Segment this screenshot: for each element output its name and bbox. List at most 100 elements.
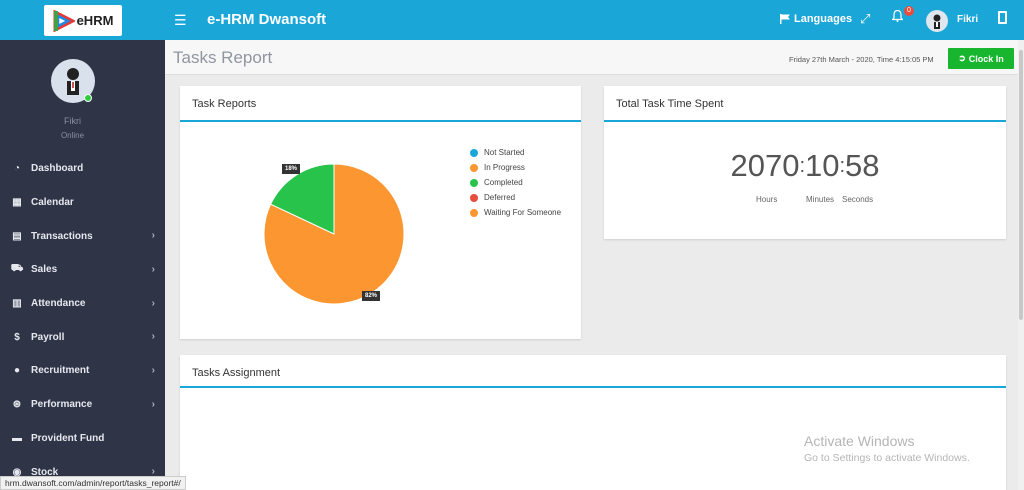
app-title: e-HRM Dwansoft bbox=[207, 11, 327, 28]
user-name[interactable]: Fikri bbox=[957, 14, 979, 25]
top-navbar bbox=[0, 0, 1024, 40]
sidebar-item-label: Recruitment bbox=[31, 365, 90, 377]
logo-text: eHRM bbox=[76, 13, 114, 28]
legend-item[interactable]: Waiting For Someone bbox=[470, 205, 561, 220]
legend-label: Not Started bbox=[484, 148, 525, 157]
sidebar-item-sales[interactable]: ⛟ Sales › bbox=[0, 253, 165, 287]
browser-status-url: hrm.dwansoft.com/admin/report/tasks_repo… bbox=[0, 476, 186, 490]
sidebar-toggle-icon[interactable] bbox=[998, 11, 1007, 24]
user-avatar[interactable] bbox=[926, 10, 948, 32]
sidebar-item-payroll[interactable]: $ Payroll › bbox=[0, 320, 165, 354]
logo-mark-icon bbox=[53, 9, 75, 32]
task-timer: 2070:10:58 bbox=[730, 148, 880, 183]
card-divider bbox=[604, 120, 1006, 122]
sidebar-item-dashboard[interactable]: ◔ Dashboard bbox=[0, 152, 165, 186]
cart-icon: ⛟ bbox=[10, 263, 24, 275]
legend-label: Completed bbox=[484, 178, 523, 187]
transactions-icon: ▤ bbox=[12, 230, 22, 242]
sidebar-item-performance[interactable]: ⊛ Performance › bbox=[0, 388, 165, 422]
sidebar-item-label: Provident Fund bbox=[31, 432, 105, 444]
card-divider bbox=[180, 120, 581, 122]
sidebar-item-label: Attendance bbox=[31, 298, 86, 310]
logo[interactable]: eHRM bbox=[44, 5, 122, 36]
page-header: Tasks Report Friday 27th March - 2020, T… bbox=[165, 40, 1024, 75]
pie-chart bbox=[263, 163, 405, 305]
activate-windows-hint: Go to Settings to activate Windows. bbox=[804, 452, 970, 464]
clock-in-label: Clock In bbox=[968, 53, 1004, 64]
timer-hours: 2070 bbox=[730, 148, 800, 183]
time-spent-card: Total Task Time Spent 2070:10:58 Hours M… bbox=[604, 86, 1006, 239]
sidebar: Fikri Online ◔ Dashboard ▦ Calendar ▤ Transac… bbox=[0, 40, 165, 490]
briefcase-icon: ▬ bbox=[12, 432, 22, 444]
sidebar-item-label: Performance bbox=[31, 399, 93, 411]
tasks-assignment-title: Tasks Assignment bbox=[192, 367, 281, 379]
sidebar-item-stock[interactable]: ◉ Stock › bbox=[0, 455, 165, 489]
chevron-right-icon: › bbox=[151, 230, 155, 242]
timer-minutes: 10 bbox=[805, 148, 840, 183]
languages-button[interactable]: Languages bbox=[780, 13, 852, 25]
sidebar-menu: ◔ Dashboard ▦ Calendar ▤ Transactions › ⛟ Sales ›… bbox=[0, 152, 165, 489]
sidebar-item-label: Sales bbox=[31, 264, 58, 276]
menu-toggle-icon[interactable]: ☰ bbox=[174, 12, 187, 28]
legend-label: Deferred bbox=[484, 193, 516, 202]
sidebar-item-transactions[interactable]: ▤ Transactions › bbox=[0, 219, 165, 253]
activate-windows-watermark: Activate Windows bbox=[804, 433, 915, 449]
profile-name: Fikri bbox=[64, 116, 81, 126]
chevron-right-icon: › bbox=[151, 365, 155, 377]
page-title: Tasks Report bbox=[173, 48, 273, 67]
sidebar-item-label: Stock bbox=[31, 466, 59, 478]
online-status-dot bbox=[84, 94, 92, 102]
legend-item[interactable]: Completed bbox=[470, 175, 561, 190]
legend-item[interactable]: In Progress bbox=[470, 160, 561, 175]
profile-status: Online bbox=[60, 131, 85, 140]
legend-item[interactable]: Deferred bbox=[470, 190, 561, 205]
legend-swatch bbox=[470, 208, 478, 217]
timer-seconds: 58 bbox=[845, 148, 880, 183]
pie-slice-completed[interactable] bbox=[269, 163, 335, 235]
sidebar-item-recruitment[interactable]: ● Recruitment › bbox=[0, 354, 165, 388]
sidebar-item-label: Payroll bbox=[31, 331, 65, 343]
chevron-right-icon: › bbox=[151, 297, 155, 309]
legend-label: In Progress bbox=[484, 163, 525, 172]
card-divider bbox=[180, 386, 1006, 388]
legend-swatch bbox=[470, 148, 478, 157]
dashboard-icon: ◔ bbox=[13, 163, 21, 175]
tasks-assignment-card: Tasks Assignment bbox=[180, 355, 1006, 490]
sidebar-item-label: Transactions bbox=[31, 230, 93, 242]
globe-icon: ● bbox=[13, 365, 21, 377]
pie-data-label-in-progress: 82% bbox=[362, 291, 381, 301]
chevron-right-icon: › bbox=[151, 466, 155, 478]
stock-icon: ◉ bbox=[12, 466, 22, 478]
chevron-right-icon: › bbox=[151, 264, 155, 276]
legend-item[interactable]: Not Started bbox=[470, 145, 561, 160]
calendar-icon: ▦ bbox=[12, 197, 22, 209]
sidebar-item-label: Calendar bbox=[31, 197, 74, 209]
time-spent-title: Total Task Time Spent bbox=[616, 98, 724, 110]
sign-in-icon: ➲ bbox=[958, 53, 966, 63]
sidebar-item-provident-fund[interactable]: ▬ Provident Fund bbox=[0, 422, 165, 456]
sidebar-item-label: Dashboard bbox=[31, 163, 84, 175]
legend-label: Waiting For Someone bbox=[484, 208, 562, 217]
chart-legend: Not Started In Progress Completed Deferred W… bbox=[470, 145, 561, 220]
task-reports-card: Task Reports 18% 82% Not Started In Progr… bbox=[180, 86, 581, 339]
legend-swatch bbox=[470, 193, 478, 202]
pie-data-label-completed: 18% bbox=[282, 164, 301, 174]
file-icon: ▥ bbox=[12, 298, 22, 310]
sidebar-item-calendar[interactable]: ▦ Calendar bbox=[0, 186, 165, 220]
legend-swatch bbox=[470, 163, 478, 172]
clock-in-button[interactable]: ➲ Clock In bbox=[948, 48, 1014, 69]
legend-swatch bbox=[470, 178, 478, 187]
dollar-icon: $ bbox=[14, 331, 20, 343]
task-reports-title: Task Reports bbox=[192, 98, 257, 110]
scrollbar-thumb[interactable] bbox=[1019, 50, 1023, 320]
logo-area[interactable]: eHRM bbox=[0, 0, 165, 40]
hours-label: Hours bbox=[756, 195, 778, 204]
dribbble-icon: ⊛ bbox=[12, 399, 22, 411]
bell-icon[interactable] bbox=[891, 9, 904, 25]
seconds-label: Seconds bbox=[842, 195, 874, 204]
flag-icon bbox=[780, 14, 790, 24]
chevron-right-icon: › bbox=[151, 398, 155, 410]
sidebar-item-attendance[interactable]: ▥ Attendance › bbox=[0, 287, 165, 321]
languages-label: Languages bbox=[794, 13, 853, 25]
fullscreen-icon[interactable]: ⤢ bbox=[860, 11, 871, 26]
